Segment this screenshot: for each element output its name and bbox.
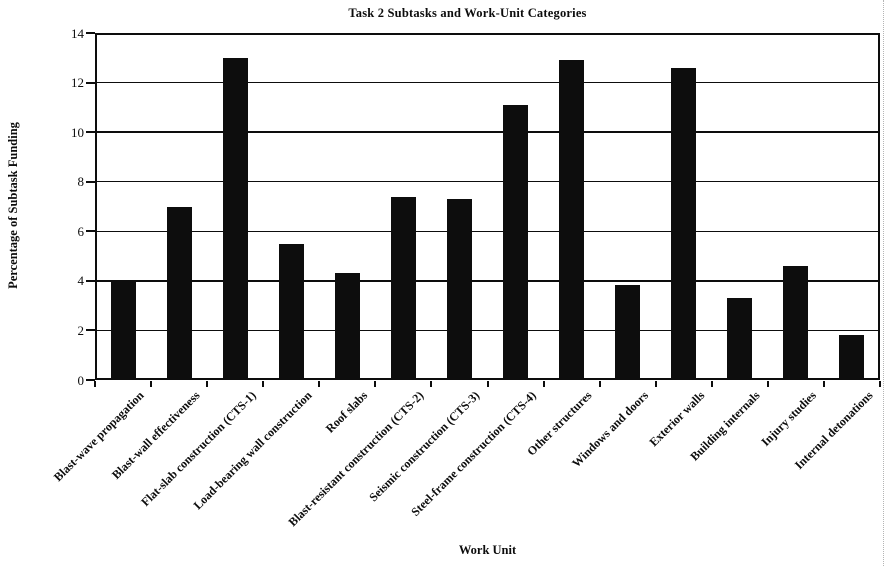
x-category-label: Injury studies bbox=[758, 388, 820, 449]
y-tick-label: 2 bbox=[77, 322, 85, 338]
x-category-label: Roof slabs bbox=[323, 388, 371, 436]
x-axis-tick bbox=[879, 381, 881, 387]
bar bbox=[559, 60, 585, 380]
x-category-label: Blast-wave propagation bbox=[50, 388, 147, 485]
y-tick-label: 14 bbox=[71, 25, 84, 41]
y-tick-label: 0 bbox=[77, 372, 85, 388]
x-axis-tick bbox=[262, 381, 265, 387]
x-axis-tick bbox=[766, 381, 769, 387]
bar bbox=[334, 273, 360, 380]
y-axis-title: Percentage of Subtask Funding bbox=[6, 122, 20, 289]
bar bbox=[727, 298, 753, 380]
bar bbox=[278, 243, 304, 380]
y-tick-label: 10 bbox=[71, 124, 84, 140]
y-axis-tick bbox=[86, 131, 95, 134]
bar bbox=[671, 67, 697, 380]
y-axis-tick bbox=[86, 329, 95, 332]
gridline bbox=[97, 230, 878, 233]
y-axis-tick bbox=[86, 81, 95, 84]
x-category-label: Flat-slab construction (CTS-1) bbox=[137, 388, 259, 509]
chart-title: Task 2 Subtasks and Work-Unit Categories bbox=[348, 6, 587, 20]
y-tick-label: 4 bbox=[77, 273, 85, 289]
x-axis-tick bbox=[654, 381, 657, 387]
x-axis-tick bbox=[150, 381, 153, 387]
gridline bbox=[97, 131, 878, 133]
gridline bbox=[97, 81, 878, 84]
y-axis-tick bbox=[86, 230, 95, 233]
plot-area bbox=[95, 33, 880, 380]
bar bbox=[503, 104, 529, 380]
bar bbox=[166, 206, 192, 380]
x-axis-tick bbox=[542, 381, 545, 387]
x-axis-tick bbox=[710, 381, 713, 387]
x-category-label: Load-bearing wall construction bbox=[190, 388, 315, 513]
y-axis-tick bbox=[86, 180, 95, 183]
bar bbox=[615, 284, 641, 380]
x-category-label: Steel-frame construction (CTS-4) bbox=[408, 388, 539, 519]
y-axis-tick bbox=[86, 279, 95, 282]
x-axis-tick bbox=[94, 381, 96, 387]
gridline bbox=[97, 329, 878, 332]
x-axis-tick bbox=[430, 381, 433, 387]
bar bbox=[222, 57, 248, 380]
y-axis-tick bbox=[86, 32, 95, 34]
bar bbox=[783, 265, 809, 380]
y-tick-label: 6 bbox=[77, 223, 85, 239]
bar bbox=[390, 196, 416, 380]
bar bbox=[839, 335, 865, 380]
gridline bbox=[97, 180, 878, 183]
x-axis-tick bbox=[822, 381, 825, 387]
x-axis-title: Work Unit bbox=[458, 543, 517, 557]
y-tick-label: 12 bbox=[71, 75, 84, 91]
x-axis-tick bbox=[598, 381, 601, 387]
x-category-label: Seismic construction (CTS-3) bbox=[366, 388, 483, 505]
x-axis-tick bbox=[486, 381, 489, 387]
x-axis-tick bbox=[318, 381, 321, 387]
x-axis-tick bbox=[206, 381, 209, 387]
bar bbox=[110, 282, 136, 380]
x-axis-tick bbox=[374, 381, 377, 387]
y-axis-tick bbox=[86, 379, 95, 381]
y-tick-label: 8 bbox=[77, 174, 85, 190]
gridline bbox=[97, 280, 878, 282]
scan-edge-artifact bbox=[883, 0, 884, 566]
bar bbox=[446, 199, 472, 380]
x-category-label: Exterior walls bbox=[646, 388, 707, 450]
